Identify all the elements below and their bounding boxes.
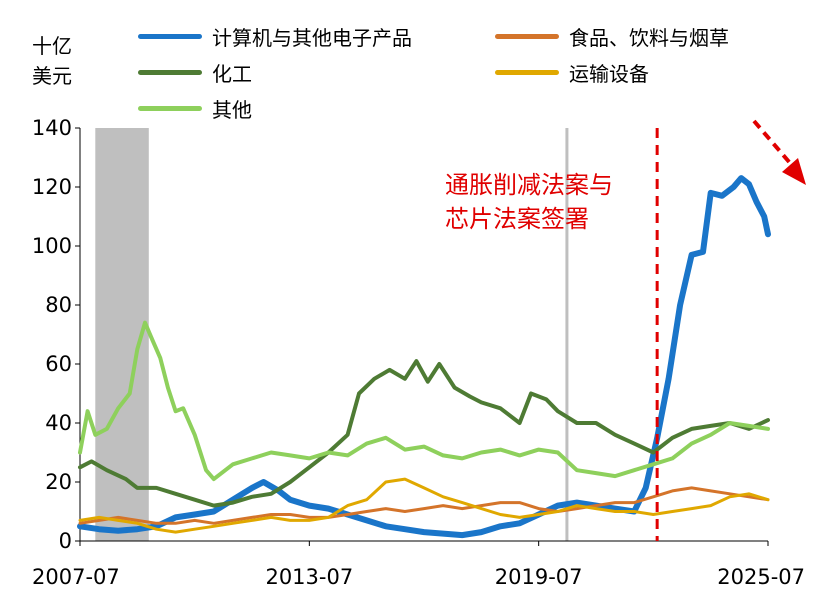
y-tick-label: 120 [32, 175, 72, 199]
event-annotation: 通胀削减法案与 芯片法案签署 [445, 168, 613, 236]
legend-label: 计算机与其他电子产品 [212, 26, 412, 50]
event-marker [655, 119, 806, 541]
legend-label: 化工 [212, 62, 252, 86]
x-tick-label: 2025-07 [717, 565, 805, 589]
legend-swatch [138, 106, 202, 111]
series-line [78, 359, 770, 508]
legend-item-computers: 计算机与其他电子产品 [138, 22, 412, 51]
trend-arrow-head [782, 158, 806, 185]
event-annotation-line-1: 通胀削减法案与 [445, 171, 613, 199]
legend-swatch [138, 34, 202, 39]
legend-item-food: 食品、饮料与烟草 [495, 22, 729, 51]
legend-label: 食品、饮料与烟草 [569, 26, 729, 50]
series-lines [77, 175, 771, 539]
shaded-period [565, 128, 569, 541]
y-tick-label: 60 [45, 352, 72, 376]
series-line [77, 175, 771, 539]
y-unit-label-1: 十亿 [32, 34, 72, 58]
trend-arrow-shaft [752, 119, 792, 165]
x-tick-label: 2013-07 [265, 565, 353, 589]
y-tick-label: 40 [45, 411, 72, 435]
y-tick-label: 80 [45, 293, 72, 317]
legend-item-other: 其他 [138, 94, 252, 123]
x-tick-label: 2019-07 [495, 565, 583, 589]
legend-swatch [495, 70, 559, 75]
y-tick-label: 20 [45, 470, 72, 494]
series-line [78, 477, 770, 534]
legend-item-chemicals: 化工 [138, 58, 252, 87]
axes: 0 20 40 60 80 100 120 140 2007-07 2013-07 2019-07 2… [32, 116, 805, 589]
y-tick-label: 140 [32, 116, 72, 140]
legend-swatch [138, 70, 202, 75]
y-unit-label-2: 美元 [32, 64, 72, 88]
legend-label: 运输设备 [569, 62, 649, 86]
legend-swatch [495, 34, 559, 39]
legend-label: 其他 [212, 98, 252, 122]
y-tick-label: 100 [32, 234, 72, 258]
legend-item-transport: 运输设备 [495, 58, 649, 87]
y-tick-label: 0 [59, 529, 72, 553]
series-line [78, 486, 770, 525]
x-tick-label: 2007-07 [32, 565, 120, 589]
series-line [78, 320, 770, 482]
event-annotation-line-2: 芯片法案签署 [445, 205, 589, 233]
